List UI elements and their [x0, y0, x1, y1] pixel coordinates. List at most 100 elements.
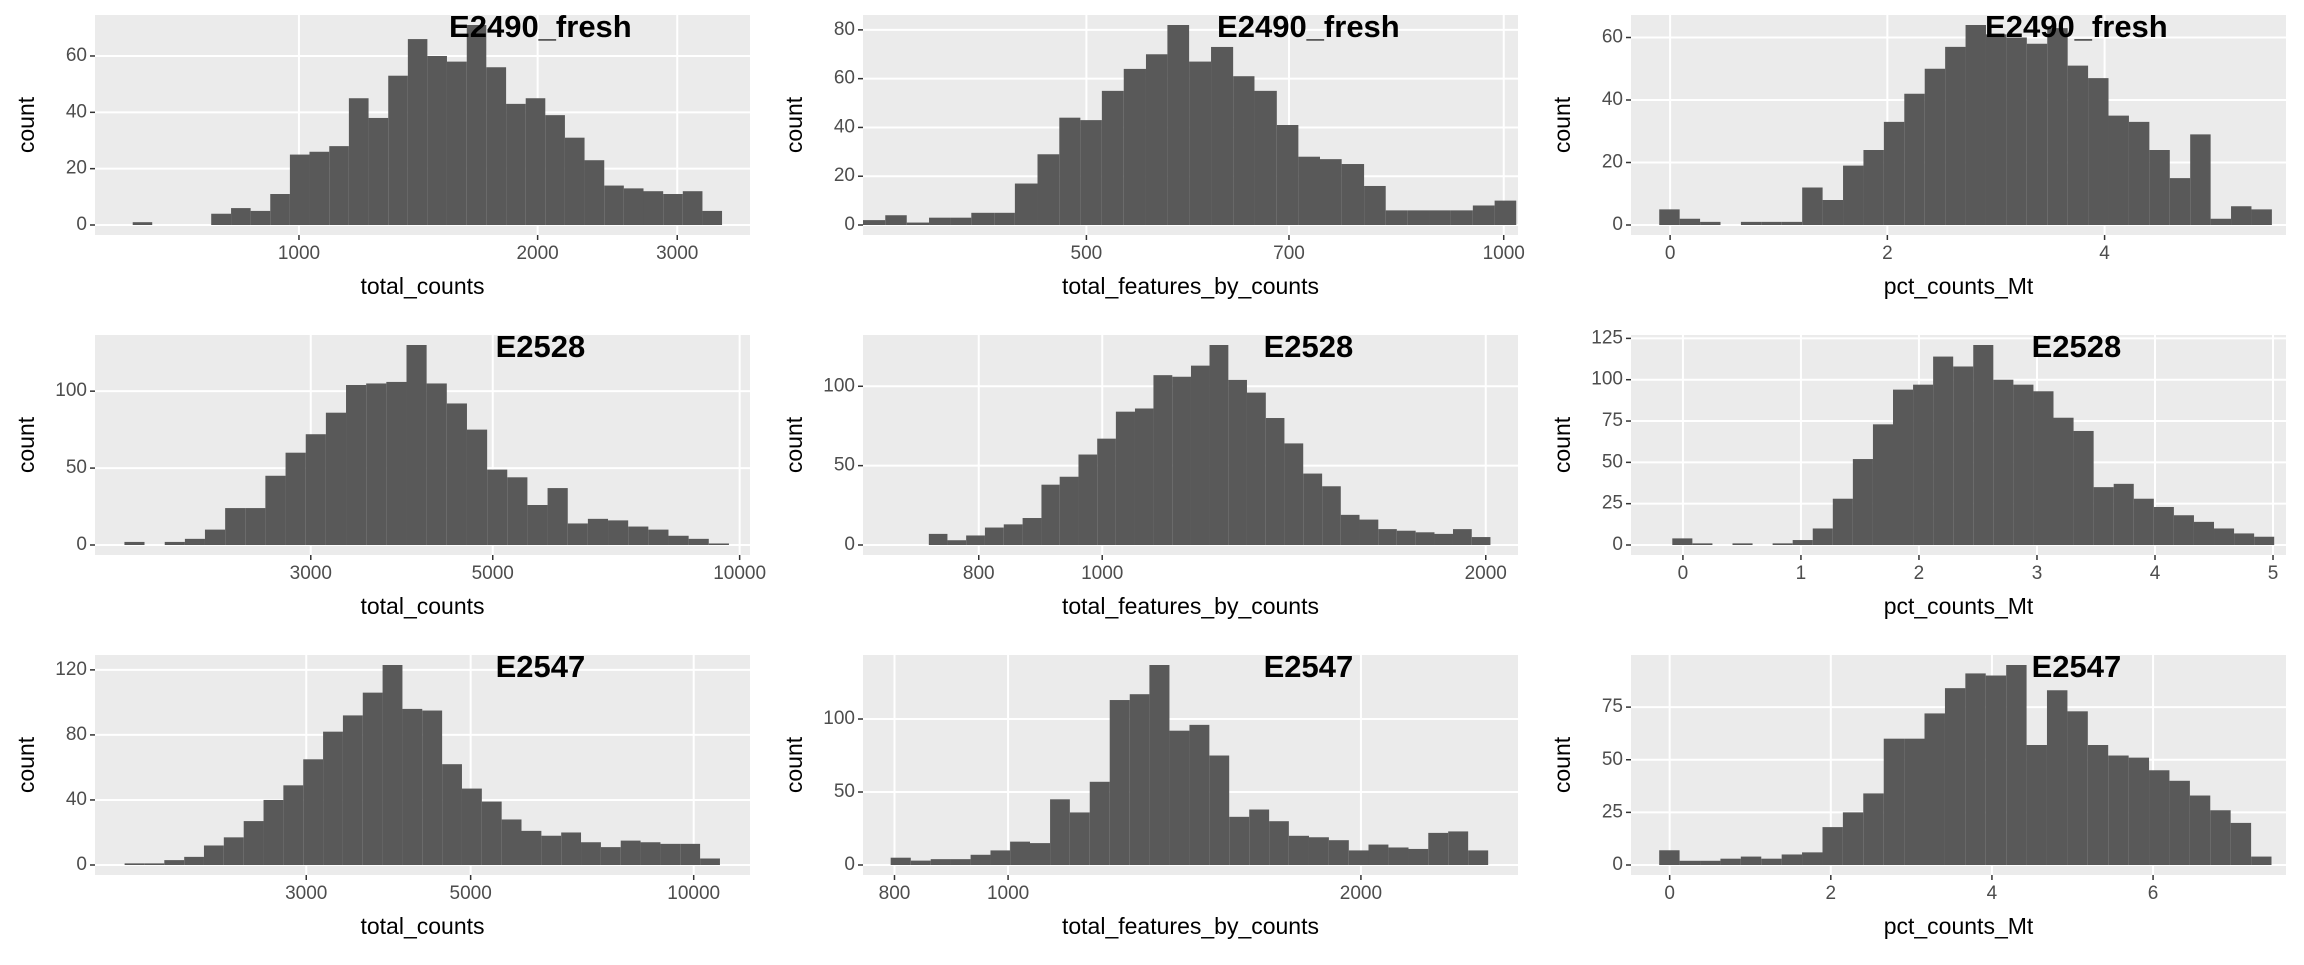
bar — [132, 222, 153, 225]
bar — [263, 799, 284, 865]
bar — [1050, 799, 1070, 865]
bar — [211, 213, 232, 225]
panel: 0 20 40 60 80 500 700 1000 total_features_by_cou… — [781, 9, 1525, 299]
bar — [285, 452, 306, 545]
bar — [1328, 840, 1349, 865]
x-axis-title: total_counts — [360, 913, 484, 939]
bar — [2013, 384, 2034, 545]
y-tick-label: 60 — [66, 45, 87, 66]
bar — [1189, 724, 1210, 865]
bar — [2006, 665, 2027, 865]
y-tick-label: 0 — [76, 214, 87, 235]
bar — [368, 117, 389, 225]
y-tick-label: 0 — [844, 854, 855, 875]
bar — [303, 759, 324, 865]
y-tick-label: 0 — [76, 854, 87, 875]
bar — [1672, 538, 1693, 545]
bar — [1883, 738, 1905, 865]
bar — [481, 801, 502, 865]
panel-title: E2528 — [496, 329, 586, 364]
y-axis-title: count — [13, 736, 39, 793]
x-tick-label: 10000 — [713, 563, 766, 584]
bar — [144, 863, 165, 865]
bar — [323, 731, 343, 865]
bar — [1172, 376, 1191, 545]
bar — [466, 25, 487, 225]
bar — [1069, 812, 1090, 865]
bar — [2149, 150, 2170, 225]
bar — [1169, 730, 1190, 865]
bar — [346, 385, 367, 545]
bar — [2169, 780, 2190, 865]
x-axis-title: total_features_by_counts — [1062, 913, 1319, 939]
bar — [309, 151, 330, 225]
y-tick-label: 0 — [1612, 534, 1623, 555]
bar — [1822, 827, 1843, 865]
y-tick-label: 0 — [844, 214, 855, 235]
bar — [600, 847, 621, 865]
bar — [1145, 54, 1168, 225]
y-tick-label: 20 — [66, 158, 87, 179]
bar — [1233, 76, 1255, 225]
bar — [2133, 498, 2154, 545]
bar — [283, 785, 304, 865]
bar — [970, 854, 991, 865]
bar — [604, 185, 624, 225]
bar — [1471, 537, 1491, 545]
bar — [1407, 210, 1430, 225]
bar — [1904, 93, 1925, 225]
bar — [1659, 850, 1680, 865]
bar — [1010, 841, 1031, 865]
y-axis-title: count — [781, 736, 807, 793]
panel-title: E2490_fresh — [449, 9, 632, 44]
bar — [461, 788, 482, 865]
bar — [587, 518, 609, 545]
bar — [2169, 178, 2191, 225]
bar — [1189, 61, 1212, 226]
bar — [1792, 540, 1813, 545]
bar — [2047, 28, 2068, 225]
y-tick-label: 50 — [1602, 451, 1623, 472]
x-tick-label: 3 — [2032, 563, 2043, 584]
y-tick-label: 125 — [1591, 327, 1623, 348]
bar — [1153, 375, 1173, 545]
y-tick-label: 100 — [823, 375, 855, 396]
bar — [1190, 365, 1210, 545]
x-tick-label: 1000 — [1081, 563, 1123, 584]
bar — [442, 764, 462, 865]
bar — [1472, 205, 1495, 225]
x-tick-label: 700 — [1273, 243, 1305, 264]
bar — [1341, 164, 1365, 225]
bar — [1385, 210, 1408, 225]
x-tick-label: 1000 — [987, 883, 1029, 904]
bar — [124, 863, 145, 865]
bar — [581, 842, 601, 865]
y-axis-title: count — [1549, 96, 1575, 153]
bar — [1368, 844, 1389, 865]
bar — [1812, 528, 1833, 545]
x-tick-label: 3000 — [285, 883, 327, 904]
bar — [1276, 125, 1299, 225]
x-tick-label: 800 — [879, 883, 911, 904]
bar — [422, 710, 443, 865]
bar — [386, 381, 407, 545]
bar — [643, 191, 664, 225]
x-tick-label: 5000 — [450, 883, 492, 904]
bar — [325, 412, 347, 545]
bar — [223, 837, 244, 865]
bar — [1872, 424, 1893, 545]
bar — [1700, 221, 1721, 225]
bar — [2251, 856, 2272, 865]
y-tick-label: 80 — [66, 724, 87, 745]
bar — [382, 665, 403, 865]
bar — [930, 859, 951, 865]
bar — [2189, 795, 2211, 865]
bar — [1944, 688, 1966, 865]
bar — [1965, 25, 1986, 225]
y-tick-label: 100 — [1591, 369, 1623, 390]
bar — [2108, 115, 2129, 225]
bar — [1429, 210, 1451, 225]
bar — [1428, 832, 1449, 865]
bar — [1408, 848, 1429, 865]
bar — [950, 217, 972, 225]
